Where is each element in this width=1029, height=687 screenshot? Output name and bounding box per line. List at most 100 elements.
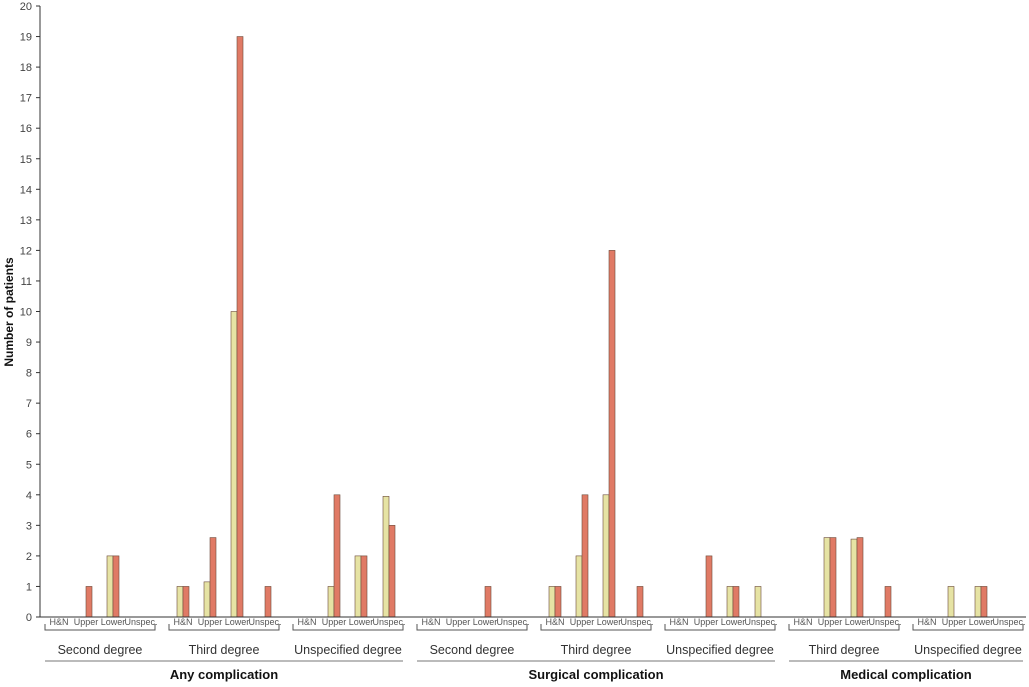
x-category-label: H&N: [545, 617, 564, 627]
subgroup-bracket: [44, 624, 156, 631]
bars: [85, 36, 988, 618]
x-category-label: H&N: [49, 617, 68, 627]
x-category-label: Unspec.: [372, 617, 405, 627]
y-tick-label: 20: [20, 1, 32, 13]
y-tick-label: 5: [26, 459, 32, 471]
x-category-label: Upper: [198, 617, 223, 627]
x-category-label: Upper: [446, 617, 471, 627]
y-tick-label: 19: [20, 32, 32, 44]
bar-yellow: [382, 496, 390, 618]
y-tick-label: 2: [26, 551, 32, 563]
x-category-label: Lower: [597, 617, 622, 627]
x-category-label: H&N: [917, 617, 936, 627]
bar-yellow: [327, 586, 335, 618]
subgroup-label: Second degree: [58, 643, 143, 657]
bar-red: [182, 586, 190, 618]
group-label: Medical complication: [840, 667, 972, 682]
y-tick-label: 14: [20, 184, 32, 196]
x-category-label: H&N: [421, 617, 440, 627]
y-tick-label: 12: [20, 245, 32, 257]
x-category-label: Lower: [349, 617, 374, 627]
x-category-label: Unspec.: [124, 617, 157, 627]
subgroup-bracket: [416, 624, 528, 631]
y-tick-label: 17: [20, 93, 32, 105]
bar-red: [732, 586, 740, 618]
bar-red: [112, 555, 120, 618]
x-category-label: Lower: [721, 617, 746, 627]
subgroup-label: Unspecified degree: [666, 643, 774, 657]
x-category-label: Upper: [74, 617, 99, 627]
x-category-label: Unspec.: [744, 617, 777, 627]
bar-yellow: [602, 494, 610, 618]
bar-red: [608, 250, 616, 618]
subgroup-label: Third degree: [561, 643, 632, 657]
bar-red: [484, 586, 492, 618]
subgroup-bracket: [912, 624, 1024, 631]
bar-yellow: [176, 586, 184, 618]
subgroup-bracket: [788, 624, 900, 631]
bar-yellow: [947, 586, 955, 618]
subgroup-label: Unspecified degree: [294, 643, 402, 657]
y-tick-label: 8: [26, 368, 32, 380]
y-tick-label: 18: [20, 62, 32, 74]
x-category-label: Lower: [845, 617, 870, 627]
bar-red: [236, 36, 244, 618]
x-category-label: Lower: [969, 617, 994, 627]
x-category-label: Unspec.: [992, 617, 1025, 627]
subgroup-label: Third degree: [809, 643, 880, 657]
bar-red: [636, 586, 644, 618]
bar-yellow: [974, 586, 982, 618]
y-tick-label: 3: [26, 520, 32, 532]
y-tick-label: 0: [26, 612, 32, 624]
subgroup-label: Unspecified degree: [914, 643, 1022, 657]
bar-yellow: [548, 586, 556, 618]
bar-red: [388, 525, 396, 618]
subgroup-bracket: [168, 624, 280, 631]
y-tick-label: 6: [26, 429, 32, 441]
subgroup-bracket: [292, 624, 404, 631]
bar-red: [856, 537, 864, 618]
x-category-label: Upper: [570, 617, 595, 627]
bar-yellow: [575, 555, 583, 618]
subgroup-bracket: [664, 624, 776, 631]
x-category-label: Unspec.: [248, 617, 281, 627]
x-category-label: Unspec.: [868, 617, 901, 627]
x-category-label: Lower: [101, 617, 126, 627]
bar-red: [829, 537, 837, 618]
bar-red: [85, 586, 93, 618]
bar-yellow: [230, 311, 238, 618]
bar-red: [884, 586, 892, 618]
bar-yellow: [754, 586, 762, 618]
x-category-label: H&N: [297, 617, 316, 627]
bar-yellow: [823, 537, 831, 618]
bar-red: [705, 555, 713, 618]
y-tick-label: 15: [20, 154, 32, 166]
y-tick-label: 9: [26, 337, 32, 349]
bar-red: [980, 586, 988, 618]
group-label: Surgical complication: [528, 667, 663, 682]
bar-yellow: [203, 581, 211, 618]
bar-yellow: [850, 538, 858, 618]
bar-red: [554, 586, 562, 618]
x-category-label: Upper: [818, 617, 843, 627]
x-category-label: Unspec.: [496, 617, 529, 627]
y-tick-label: 16: [20, 123, 32, 135]
x-category-label: Unspec.: [620, 617, 653, 627]
subgroup-label: Second degree: [430, 643, 515, 657]
bar-yellow: [354, 555, 362, 618]
bar-yellow: [726, 586, 734, 618]
subgroup-bracket: [540, 624, 652, 631]
bar-red: [209, 537, 217, 618]
y-tick-label: 7: [26, 398, 32, 410]
x-category-label: Upper: [322, 617, 347, 627]
y-tick-label: 13: [20, 215, 32, 227]
bar-yellow: [106, 555, 114, 618]
y-tick-label: 4: [26, 490, 32, 502]
bar-red: [581, 494, 589, 618]
bar-red: [360, 555, 368, 618]
x-category-label: H&N: [173, 617, 192, 627]
y-tick-label: 1: [26, 581, 32, 593]
